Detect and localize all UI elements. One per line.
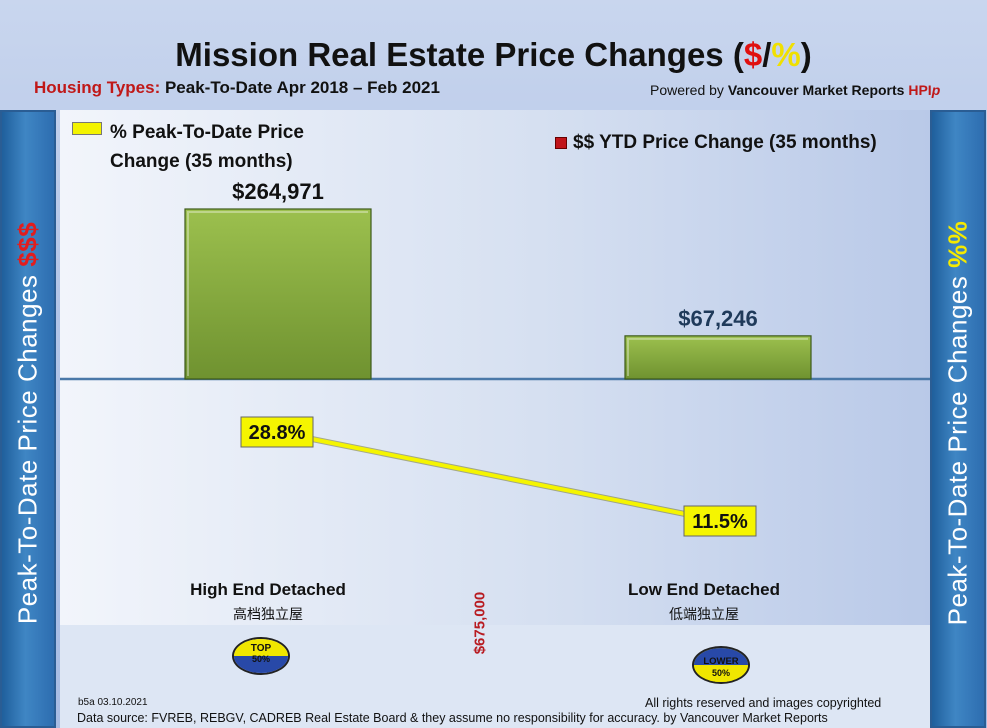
badge-top-text: TOP: [250, 643, 272, 654]
badge-top-pct: 50%: [251, 654, 270, 664]
pct-point-2: [683, 505, 757, 537]
right-side-panel: [930, 110, 986, 728]
bar-1: [184, 208, 372, 380]
price-threshold-label: $675,000: [471, 591, 489, 655]
pct-label-1: 28.8%: [249, 422, 306, 444]
data-source-note: Data source: FVREB, REBGV, CADREB Real E…: [77, 711, 828, 725]
legend-dollar-swatch: [555, 137, 567, 149]
bar-value-label-1: $264,971: [232, 179, 324, 204]
bar-2: [624, 335, 812, 380]
lower-50-badge: LOWER 50%: [692, 646, 750, 684]
copyright-notice: All rights reserved and images copyright…: [645, 696, 882, 710]
legend-pct-swatch: [72, 122, 102, 135]
bar-value-label-2: $67,246: [678, 306, 758, 331]
powered-by: Powered by Vancouver Market Reports HPIp: [650, 82, 941, 98]
category-label-low-end: Low End Detached: [627, 580, 781, 599]
chart-subtitle: Housing Types: Peak-To-Date Apr 2018 – F…: [34, 78, 440, 97]
top-50-badge: TOP 50%: [232, 637, 290, 675]
chart-title: Mission Real Estate Price Changes ($/%): [175, 36, 812, 73]
bar-bevel-2: [627, 337, 808, 376]
version-stamp: b5a 03.10.2021: [78, 697, 148, 708]
left-side-panel: [0, 110, 56, 728]
category-label-high-end: High End Detached: [190, 580, 346, 599]
badge-lower-text: LOWER: [703, 656, 739, 667]
legend-pct-label: % Peak-To-Date Price Change (35 months): [110, 122, 304, 172]
category-sublabel-low-end: 低端独立屋: [669, 606, 739, 622]
pct-label-2: 11.5%: [692, 511, 748, 533]
pct-line: [276, 430, 721, 523]
legend-dollar-label: $$ YTD Price Change (35 months): [573, 132, 877, 153]
badge-lower-pct: 50%: [711, 668, 730, 678]
bottom-band: [60, 625, 930, 728]
bar-bevel-1: [187, 211, 368, 376]
pct-point-1: [240, 416, 314, 448]
category-sublabel-high-end: 高档独立屋: [233, 606, 303, 622]
